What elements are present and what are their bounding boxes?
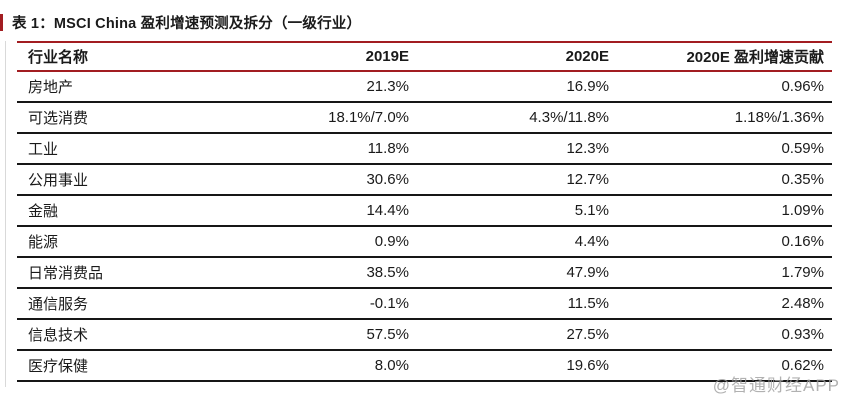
value-2019e-cell: 57.5% — [212, 319, 412, 351]
value-2020e-cell: 4.4% — [412, 226, 612, 258]
table-row: 能源 0.9% 4.4% 0.16% — [17, 226, 832, 258]
value-2019e-cell: 21.3% — [212, 71, 412, 103]
contribution-cell: 1.18%/1.36% — [612, 102, 832, 134]
industry-cell: 可选消费 — [17, 102, 212, 134]
value-2020e-cell: 19.6% — [412, 350, 612, 382]
industry-cell: 日常消费品 — [17, 257, 212, 289]
col-header-contribution: 2020E 盈利增速贡献 — [612, 41, 832, 72]
table-title-row: 表 1：MSCI China 盈利增速预测及拆分（一级行业） — [0, 11, 361, 33]
contribution-cell: 1.79% — [612, 257, 832, 289]
value-2020e-cell: 27.5% — [412, 319, 612, 351]
value-2020e-cell: 16.9% — [412, 71, 612, 103]
value-2019e-cell: -0.1% — [212, 288, 412, 320]
value-2020e-cell: 12.7% — [412, 164, 612, 196]
contribution-cell: 0.96% — [612, 71, 832, 103]
contribution-cell: 1.09% — [612, 195, 832, 227]
contribution-cell: 0.62% — [612, 350, 832, 382]
table-row: 医疗保健 8.0% 19.6% 0.62% — [17, 350, 832, 382]
title-accent-bar — [0, 13, 3, 31]
value-2019e-cell: 8.0% — [212, 350, 412, 382]
industry-cell: 公用事业 — [17, 164, 212, 196]
value-2019e-cell: 11.8% — [212, 133, 412, 165]
table-body: 房地产 21.3% 16.9% 0.96% 可选消费 18.1%/7.0% 4.… — [17, 71, 832, 382]
value-2019e-cell: 30.6% — [212, 164, 412, 196]
value-2019e-cell: 18.1%/7.0% — [212, 102, 412, 134]
contribution-cell: 0.16% — [612, 226, 832, 258]
value-2020e-cell: 11.5% — [412, 288, 612, 320]
table-title: 表 1：MSCI China 盈利增速预测及拆分（一级行业） — [12, 15, 362, 32]
industry-cell: 房地产 — [17, 71, 212, 103]
value-2019e-cell: 38.5% — [212, 257, 412, 289]
table-row: 工业 11.8% 12.3% 0.59% — [17, 133, 832, 165]
industry-cell: 金融 — [17, 195, 212, 227]
industry-cell: 医疗保健 — [17, 350, 212, 382]
col-header-2019e: 2019E — [212, 41, 412, 72]
value-2020e-cell: 12.3% — [412, 133, 612, 165]
industry-cell: 信息技术 — [17, 319, 212, 351]
value-2020e-cell: 4.3%/11.8% — [412, 102, 612, 134]
table-row: 房地产 21.3% 16.9% 0.96% — [17, 71, 832, 103]
table-row: 通信服务 -0.1% 11.5% 2.48% — [17, 288, 832, 320]
table-row: 公用事业 30.6% 12.7% 0.35% — [17, 164, 832, 196]
industry-cell: 工业 — [17, 133, 212, 165]
table-row: 可选消费 18.1%/7.0% 4.3%/11.8% 1.18%/1.36% — [17, 102, 832, 134]
value-2020e-cell: 47.9% — [412, 257, 612, 289]
header-row: 行业名称 2019E 2020E 2020E 盈利增速贡献 — [17, 41, 832, 72]
value-2019e-cell: 0.9% — [212, 226, 412, 258]
contribution-cell: 0.35% — [612, 164, 832, 196]
industry-cell: 能源 — [17, 226, 212, 258]
value-2020e-cell: 5.1% — [412, 195, 612, 227]
contribution-cell: 0.93% — [612, 319, 832, 351]
value-2019e-cell: 14.4% — [212, 195, 412, 227]
contribution-cell: 0.59% — [612, 133, 832, 165]
col-header-industry: 行业名称 — [17, 41, 212, 72]
table-header: 行业名称 2019E 2020E 2020E 盈利增速贡献 — [17, 41, 832, 72]
data-table: 行业名称 2019E 2020E 2020E 盈利增速贡献 房地产 21.3% … — [17, 41, 832, 382]
table-left-border — [5, 41, 6, 387]
industry-cell: 通信服务 — [17, 288, 212, 320]
table-row: 日常消费品 38.5% 47.9% 1.79% — [17, 257, 832, 289]
table-row: 金融 14.4% 5.1% 1.09% — [17, 195, 832, 227]
table-row: 信息技术 57.5% 27.5% 0.93% — [17, 319, 832, 351]
industry-earnings-table: 行业名称 2019E 2020E 2020E 盈利增速贡献 房地产 21.3% … — [17, 41, 832, 382]
col-header-2020e: 2020E — [412, 41, 612, 72]
contribution-cell: 2.48% — [612, 288, 832, 320]
